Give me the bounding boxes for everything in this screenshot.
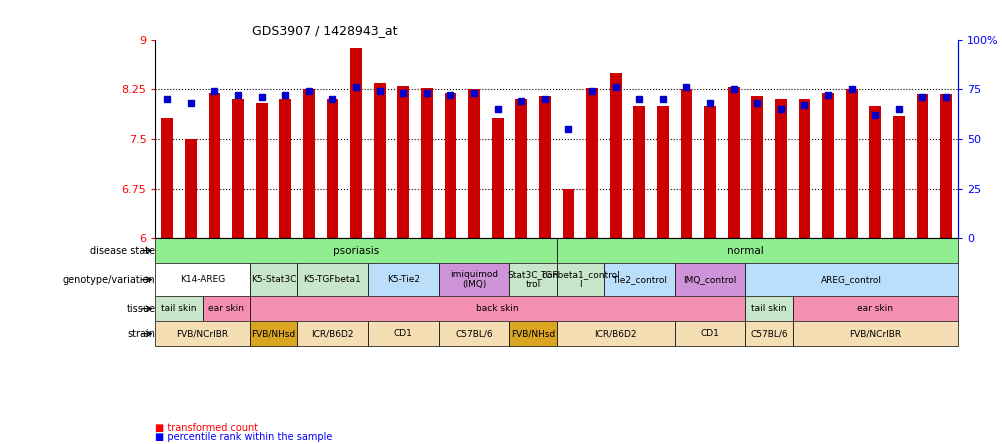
- Bar: [249, 321, 297, 346]
- Text: ICR/B6D2: ICR/B6D2: [594, 329, 636, 338]
- Text: FVB/NCrIBR: FVB/NCrIBR: [849, 329, 901, 338]
- Text: K14-AREG: K14-AREG: [180, 275, 225, 284]
- Text: ■ percentile rank within the sample: ■ percentile rank within the sample: [155, 432, 333, 442]
- Bar: [538, 96, 550, 238]
- Bar: [869, 106, 881, 238]
- Bar: [632, 106, 644, 238]
- Text: tail skin: tail skin: [750, 304, 786, 313]
- Bar: [845, 90, 857, 238]
- Text: genotype/variation: genotype/variation: [63, 275, 155, 285]
- Text: FVB/NHsd: FVB/NHsd: [510, 329, 555, 338]
- Text: psoriasis: psoriasis: [333, 246, 379, 256]
- Bar: [674, 263, 744, 296]
- Bar: [491, 118, 503, 238]
- Bar: [155, 296, 202, 321]
- Bar: [939, 94, 951, 238]
- Bar: [515, 99, 527, 238]
- Text: C57BL/6: C57BL/6: [455, 329, 492, 338]
- Bar: [744, 296, 792, 321]
- Bar: [350, 48, 362, 238]
- Bar: [280, 99, 291, 238]
- Text: GDS3907 / 1428943_at: GDS3907 / 1428943_at: [252, 24, 397, 37]
- Bar: [438, 321, 509, 346]
- Bar: [750, 96, 763, 238]
- Bar: [792, 296, 957, 321]
- Text: FVB/NHsd: FVB/NHsd: [252, 329, 296, 338]
- Text: FVB/NCrIBR: FVB/NCrIBR: [176, 329, 228, 338]
- Bar: [562, 189, 574, 238]
- Bar: [256, 103, 268, 238]
- Bar: [585, 88, 597, 238]
- Text: disease state: disease state: [90, 246, 155, 256]
- Bar: [509, 263, 556, 296]
- Text: K5-Stat3C: K5-Stat3C: [250, 275, 296, 284]
- Bar: [249, 263, 297, 296]
- Text: strain: strain: [127, 329, 155, 339]
- Bar: [231, 99, 243, 238]
- Bar: [421, 88, 432, 238]
- Bar: [603, 263, 674, 296]
- Text: normal: normal: [726, 246, 764, 256]
- Text: Stat3C_con
trol: Stat3C_con trol: [507, 270, 558, 289]
- Bar: [327, 99, 338, 238]
- Bar: [155, 321, 249, 346]
- Bar: [444, 93, 456, 238]
- Bar: [468, 90, 480, 238]
- Bar: [297, 263, 368, 296]
- Bar: [438, 263, 509, 296]
- Bar: [798, 99, 810, 238]
- Text: K5-Tie2: K5-Tie2: [387, 275, 420, 284]
- Bar: [556, 263, 603, 296]
- Text: tissue: tissue: [126, 304, 155, 313]
- Text: imiquimod
(IMQ): imiquimod (IMQ): [450, 270, 498, 289]
- Bar: [202, 296, 249, 321]
- Text: back skin: back skin: [476, 304, 518, 313]
- Bar: [397, 86, 409, 238]
- Bar: [727, 87, 738, 238]
- Text: K5-TGFbeta1: K5-TGFbeta1: [304, 275, 361, 284]
- Text: ear skin: ear skin: [208, 304, 244, 313]
- Text: ■ transformed count: ■ transformed count: [155, 423, 259, 433]
- Text: ear skin: ear skin: [857, 304, 893, 313]
- Text: TGFbeta1_control
l: TGFbeta1_control l: [540, 270, 619, 289]
- Bar: [703, 106, 715, 238]
- Bar: [674, 321, 744, 346]
- Bar: [208, 93, 220, 238]
- Bar: [822, 93, 833, 238]
- Bar: [656, 106, 668, 238]
- Bar: [744, 321, 792, 346]
- Bar: [161, 118, 173, 238]
- Bar: [556, 238, 957, 263]
- Bar: [368, 263, 438, 296]
- Bar: [556, 321, 674, 346]
- Text: Tie2_control: Tie2_control: [611, 275, 666, 284]
- Bar: [892, 116, 904, 238]
- Bar: [297, 321, 368, 346]
- Bar: [303, 90, 315, 238]
- Bar: [680, 90, 691, 238]
- Bar: [744, 263, 957, 296]
- Bar: [509, 321, 556, 346]
- Bar: [916, 94, 928, 238]
- Text: AREG_control: AREG_control: [821, 275, 882, 284]
- Bar: [249, 296, 744, 321]
- Bar: [368, 321, 438, 346]
- Text: IMQ_control: IMQ_control: [682, 275, 736, 284]
- Bar: [184, 139, 196, 238]
- Bar: [775, 99, 786, 238]
- Text: CD1: CD1: [700, 329, 718, 338]
- Text: C57BL/6: C57BL/6: [749, 329, 788, 338]
- Bar: [155, 263, 249, 296]
- Bar: [792, 321, 957, 346]
- Text: ICR/B6D2: ICR/B6D2: [311, 329, 354, 338]
- Bar: [609, 73, 621, 238]
- Text: tail skin: tail skin: [161, 304, 196, 313]
- Text: CD1: CD1: [394, 329, 412, 338]
- Bar: [155, 238, 556, 263]
- Bar: [374, 83, 385, 238]
